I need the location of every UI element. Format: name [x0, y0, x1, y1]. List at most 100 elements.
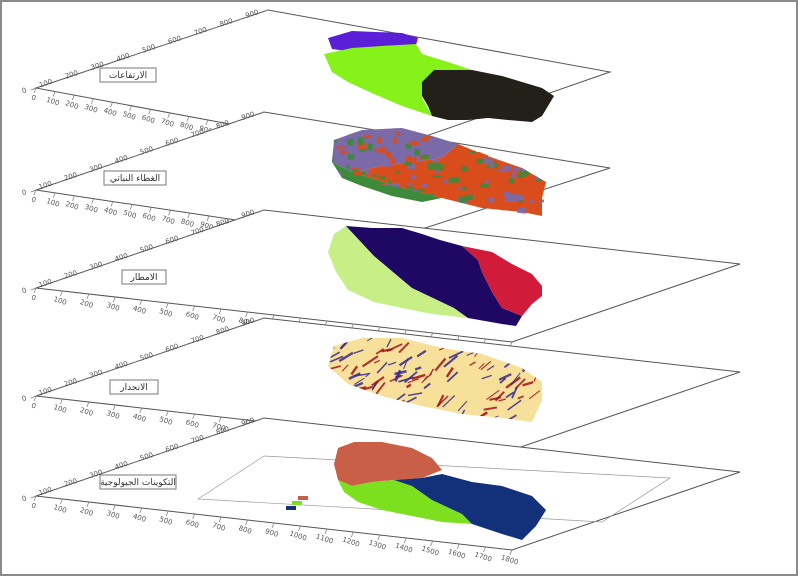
- axis-tick-label: 1400: [394, 542, 413, 555]
- axis-tick: [129, 105, 132, 111]
- axis-tick-label: 500: [122, 110, 137, 122]
- axis-tick: [258, 317, 265, 321]
- axis-tick-label: 700: [190, 434, 205, 446]
- texture-cell: [500, 215, 508, 216]
- axis-tick-label: 300: [83, 103, 98, 115]
- texture-cell: [478, 151, 489, 158]
- axis-tick: [192, 413, 195, 420]
- texture-cell: [489, 163, 495, 168]
- texture-stroke: [338, 351, 354, 363]
- axis-tick-label: 700: [190, 226, 205, 238]
- axis-tick: [324, 528, 328, 535]
- texture-cell: [432, 175, 442, 178]
- texture-stroke: [517, 395, 524, 400]
- texture-cell: [545, 128, 546, 132]
- texture-stroke: [386, 343, 403, 352]
- axis-tick-label: 100: [38, 386, 53, 398]
- texture-stroke: [480, 360, 492, 371]
- texture-stroke: [341, 364, 349, 372]
- axis-tick-label: 600: [164, 342, 179, 354]
- axis-tick: [182, 137, 189, 141]
- texture-stroke: [414, 366, 422, 371]
- axis-tick: [56, 79, 62, 82]
- axis-tick-label: 400: [114, 154, 129, 166]
- axis-tick: [132, 361, 138, 364]
- axis-tick: [30, 395, 37, 399]
- axis-tick: [157, 244, 163, 247]
- axis-tick-label: 300: [88, 260, 103, 272]
- texture-stroke: [328, 351, 341, 362]
- texture-stroke: [398, 376, 415, 383]
- axis-tick-label: 100: [45, 197, 60, 209]
- layer-label-box: [121, 269, 167, 285]
- texture-cell: [367, 143, 373, 151]
- axis-tick: [211, 27, 217, 30]
- texture-cell: [500, 210, 505, 216]
- texture-stroke: [366, 338, 382, 342]
- axis-tick-label: 500: [141, 43, 156, 55]
- texture-stroke: [489, 396, 502, 401]
- texture-cell: [490, 135, 500, 142]
- texture-stroke: [407, 392, 423, 397]
- texture-cell: [498, 180, 503, 184]
- texture-stroke: [365, 372, 371, 378]
- texture-cell: [504, 128, 514, 132]
- legend-swatches: [286, 496, 308, 510]
- axis-tick-label: 200: [64, 69, 79, 81]
- map-region-c: [422, 70, 554, 122]
- axis-tick-label: 400: [114, 360, 129, 372]
- axis-tick: [139, 299, 143, 306]
- axis-tick: [157, 146, 163, 149]
- texture-stroke: [522, 381, 534, 387]
- texture-cell: [408, 182, 413, 187]
- axis-tick: [139, 407, 143, 414]
- axis-tick: [106, 163, 113, 167]
- axis-tick-label: 500: [139, 451, 154, 463]
- axis-tick-label: 300: [84, 203, 99, 215]
- axis-tick-label: 300: [105, 409, 120, 421]
- texture-cell: [518, 200, 523, 203]
- axis-tick: [157, 452, 163, 455]
- texture-cell: [486, 166, 492, 169]
- axis-tick-label: 200: [79, 298, 94, 310]
- axis-tick-label: 500: [139, 145, 154, 157]
- axis-tick: [30, 495, 37, 499]
- texture-cell: [353, 171, 362, 176]
- texture-cell: [359, 148, 367, 152]
- texture-cell: [332, 137, 337, 143]
- texture-cell: [538, 199, 545, 203]
- axis-tick: [91, 98, 94, 104]
- axis-tick: [106, 469, 113, 473]
- map-region-a: [334, 442, 442, 486]
- texture-stroke: [350, 365, 359, 376]
- texture-cell: [352, 169, 359, 173]
- axis-tick: [113, 504, 116, 511]
- axis-tick: [81, 478, 87, 481]
- axis-tick-label: 700: [211, 421, 226, 433]
- texture-cell: [421, 136, 429, 142]
- axis-tick: [129, 204, 133, 210]
- axis-tick: [456, 543, 460, 550]
- texture-cell: [517, 174, 526, 178]
- texture-cell: [460, 171, 465, 176]
- texture-cell: [473, 128, 477, 130]
- axis-tick: [106, 369, 113, 373]
- texture-cell: [485, 197, 495, 203]
- axis-tick: [377, 534, 381, 541]
- axis-tick-label: 400: [132, 512, 147, 524]
- layer-label: الانحدار: [119, 383, 148, 393]
- axis-tick-label: 800: [215, 425, 230, 437]
- texture-cell: [458, 196, 468, 203]
- axis-tick: [33, 287, 37, 294]
- texture-stroke: [361, 355, 379, 368]
- texture-cell: [461, 166, 468, 172]
- legend-swatch-b: [292, 501, 302, 505]
- axis-tick: [258, 111, 265, 115]
- axis-tick-label: 700: [193, 26, 208, 38]
- axis-tick: [430, 540, 433, 547]
- axis-tick-label: 800: [180, 217, 195, 229]
- axis-tick-label: 100: [45, 96, 60, 108]
